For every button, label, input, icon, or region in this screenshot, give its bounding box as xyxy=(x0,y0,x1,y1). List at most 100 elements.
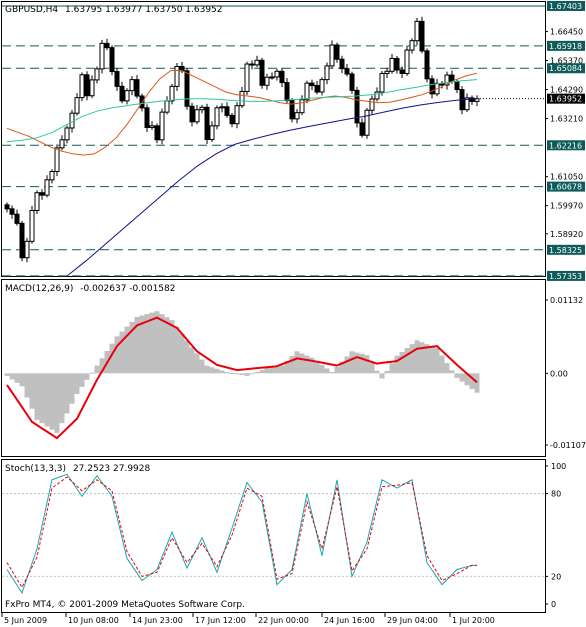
macd-histogram-bar xyxy=(429,346,435,374)
candle xyxy=(344,64,350,77)
candle-body-up xyxy=(99,42,105,70)
candle-body-down xyxy=(394,57,400,71)
candle-body-up xyxy=(44,179,50,196)
candle xyxy=(254,55,260,68)
candle xyxy=(259,57,265,89)
candle xyxy=(19,220,25,262)
candle xyxy=(29,205,35,244)
macd-histogram-bar xyxy=(119,331,125,374)
candle xyxy=(239,86,245,109)
candle-body-down xyxy=(14,213,20,224)
candle-body-up xyxy=(174,65,180,87)
macd-histogram-bar xyxy=(144,314,150,374)
candle-body-down xyxy=(424,50,430,80)
candle xyxy=(89,75,95,99)
candle xyxy=(404,45,410,76)
candle-body-up xyxy=(29,209,35,242)
candle-body-down xyxy=(184,70,190,107)
stoch-tick-label: 100 xyxy=(551,462,566,471)
candle-body-down xyxy=(354,89,360,124)
macd-histogram-bar xyxy=(234,373,240,375)
macd-histogram-bar xyxy=(309,357,315,374)
macd-histogram-bar xyxy=(409,344,415,374)
macd-histogram-bar xyxy=(274,366,280,374)
candle-body-down xyxy=(429,78,435,95)
macd-histogram-bar xyxy=(129,321,135,374)
candle xyxy=(444,71,450,90)
candle-body-up xyxy=(264,76,270,86)
macd-histogram-bar xyxy=(334,366,340,374)
candle xyxy=(154,123,160,144)
macd-histogram-bar xyxy=(149,312,155,374)
macd-histogram-bar xyxy=(439,355,445,374)
price-tick-label: 1.61050 xyxy=(550,173,583,182)
macd-histogram-bar xyxy=(259,370,265,374)
macd-histogram-bar xyxy=(354,352,360,374)
level-tag-label: 1.60678 xyxy=(549,183,582,192)
macd-histogram-bar xyxy=(184,340,190,374)
candle-body-up xyxy=(54,147,60,173)
macd-histogram-bar xyxy=(459,373,465,382)
candle-body-up xyxy=(329,44,335,67)
candle-body-up xyxy=(49,171,55,181)
ma-fast-line xyxy=(6,70,478,156)
candle xyxy=(64,125,70,144)
candle-body-down xyxy=(109,47,115,73)
candle xyxy=(144,104,150,133)
time-tick-label: 5 Jun 2009 xyxy=(4,616,47,625)
stoch-tick-label: 20 xyxy=(551,572,561,581)
macd-histogram-bar xyxy=(424,344,430,374)
candles xyxy=(4,16,480,263)
candle-body-up xyxy=(304,82,310,101)
macd-histogram-bar xyxy=(444,362,450,374)
macd-histogram-bar xyxy=(269,367,275,374)
macd-histogram-bar xyxy=(399,351,405,374)
candle xyxy=(219,103,225,113)
symbol-label: GBPUSD,H4 xyxy=(5,5,58,15)
candle xyxy=(199,104,205,114)
candle xyxy=(289,98,295,123)
level-tag-label: 1.62216 xyxy=(549,141,582,150)
macd-histogram-bar xyxy=(59,373,65,424)
macd-histogram-bar xyxy=(189,347,195,374)
macd-histogram-bar xyxy=(464,373,470,386)
candle-body-up xyxy=(299,99,305,114)
price-tick-label: 1.58920 xyxy=(550,230,583,239)
candle xyxy=(104,38,110,51)
candle-body-down xyxy=(399,69,405,74)
candle xyxy=(419,16,425,54)
candle xyxy=(409,38,415,54)
candle xyxy=(249,60,255,70)
candle xyxy=(464,93,470,113)
macd-histogram-bar xyxy=(164,317,170,374)
macd-histogram-bar xyxy=(279,365,285,374)
candle xyxy=(184,68,190,110)
candle-body-up xyxy=(89,79,95,97)
macd-histogram-bar xyxy=(19,373,25,387)
candle-body-down xyxy=(189,105,195,123)
candle-body-up xyxy=(149,125,155,128)
stoch-signal-line xyxy=(6,476,477,589)
level-tag xyxy=(547,40,585,51)
macd-histogram-bar xyxy=(229,372,235,374)
time-tick-label: 29 Jun 04:00 xyxy=(387,616,438,625)
candle-body-down xyxy=(229,114,235,125)
candle xyxy=(264,73,270,90)
time-tick-label: 24 Jun 16:00 xyxy=(324,616,375,625)
candle-body-down xyxy=(289,100,295,120)
candle xyxy=(229,112,235,128)
level-tag xyxy=(547,244,585,255)
current-price-tag xyxy=(547,93,585,104)
candle xyxy=(394,55,400,74)
macd-histogram-bar xyxy=(49,373,55,430)
candle xyxy=(39,189,45,200)
macd-histogram-bar xyxy=(219,370,225,374)
macd-tick-label: 0.00 xyxy=(550,369,568,378)
macd-histogram-bar xyxy=(369,362,375,374)
macd-histogram-bar xyxy=(349,351,355,374)
candle-body-up xyxy=(94,68,100,81)
candle-body-down xyxy=(114,71,120,87)
ohlc-values: 1.63795 1.63977 1.63750 1.63952 xyxy=(65,5,222,15)
candle-body-down xyxy=(284,82,290,102)
